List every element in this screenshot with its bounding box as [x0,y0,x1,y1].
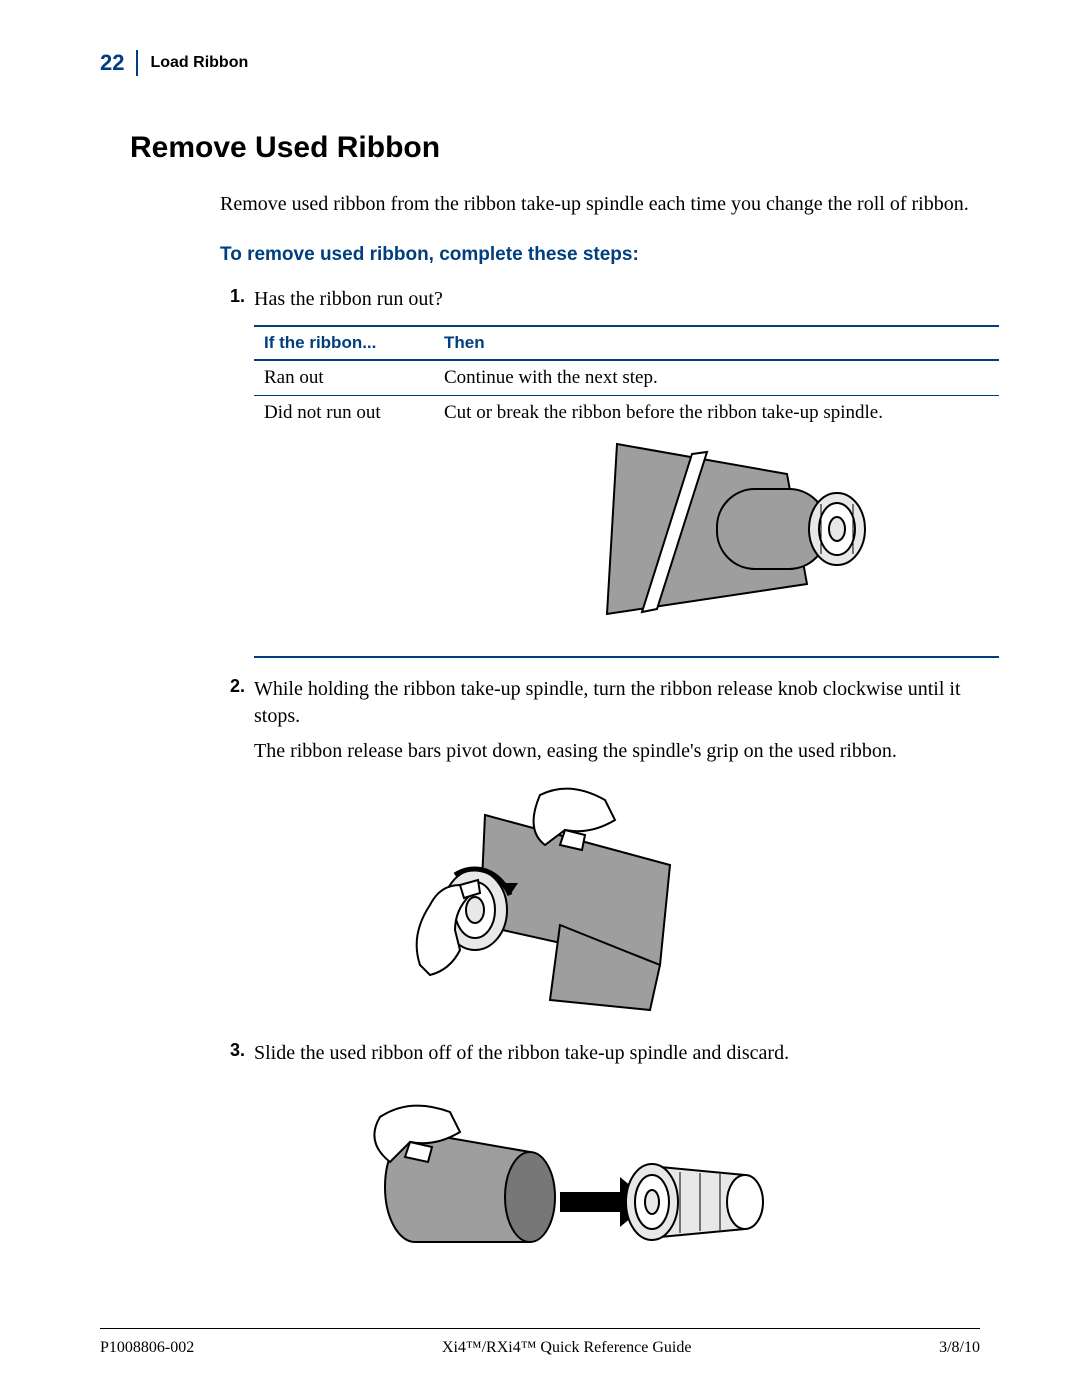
cell-then: Cut or break the ribbon before the ribbo… [434,396,999,658]
cell-then: Continue with the next step. [434,360,999,396]
step-3: 3. Slide the used ribbon off of the ribb… [230,1040,980,1067]
cell-if: Ran out [254,360,434,396]
intro-paragraph: Remove used ribbon from the ribbon take-… [220,193,980,216]
table-header-if: If the ribbon... [254,326,434,360]
page-header: 22 Load Ribbon [100,50,980,76]
step-number: 2. [230,676,254,730]
table-row: Ran out Continue with the next step. [254,360,999,396]
turn-knob-illustration [100,775,980,1020]
cell-then-text: Cut or break the ribbon before the ribbo… [444,402,989,424]
footer-doc-title: Xi4™/RXi4™ Quick Reference Guide [442,1339,692,1357]
table-header-then: Then [434,326,999,360]
step-text: Has the ribbon run out? [254,286,443,313]
step-text: Slide the used ribbon off of the ribbon … [254,1040,789,1067]
slide-off-illustration [100,1077,980,1282]
table-row: Did not run out Cut or break the ribbon … [254,396,999,658]
step-number: 3. [230,1040,254,1067]
step-2-continue: The ribbon release bars pivot down, easi… [254,738,980,765]
step-number: 1. [230,286,254,313]
header-divider [136,50,138,76]
section-heading: Remove Used Ribbon [130,131,980,165]
decision-table: If the ribbon... Then Ran out Continue w… [254,325,999,658]
steps-subheading: To remove used ribbon, complete these st… [220,244,980,266]
page-footer: P1008806-002 Xi4™/RXi4™ Quick Reference … [100,1328,980,1357]
step-1: 1. Has the ribbon run out? [230,286,980,313]
page-number: 22 [100,50,136,76]
header-section-title: Load Ribbon [150,54,248,72]
step-2: 2. While holding the ribbon take-up spin… [230,676,980,730]
footer-date: 3/8/10 [939,1339,980,1357]
step-text: While holding the ribbon take-up spindle… [254,676,980,730]
cut-ribbon-illustration [444,424,989,650]
cell-if: Did not run out [254,396,434,658]
footer-doc-id: P1008806-002 [100,1339,194,1357]
